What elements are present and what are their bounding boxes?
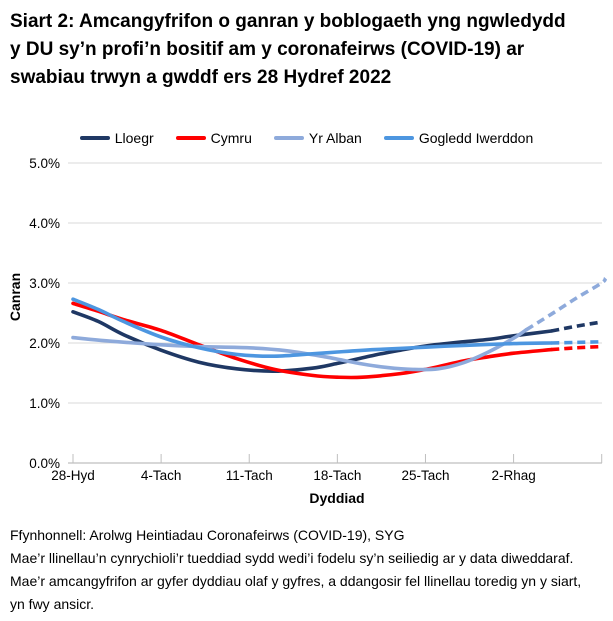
x-tick-label: 2-Rhag — [491, 468, 535, 483]
legend-line-swatch-yr-alban — [273, 136, 304, 140]
legend-label-lloegr: Lloegr — [114, 130, 154, 146]
legend-label-gogledd-iwerddon: Gogledd Iwerddon — [418, 130, 534, 146]
y-tick-label: 2.0% — [29, 336, 60, 351]
y-tick-label: 1.0% — [29, 396, 60, 411]
series-line-dashed-yr-alban — [525, 277, 608, 332]
plot-area: 0.0% 1.0% 2.0% 3.0% 4.0% 5.0% 28-Hyd 4-Tach 11-T… — [0, 152, 613, 521]
x-tick-label: 18-Tach — [313, 468, 361, 483]
series-line-solid-lloegr — [71, 310, 554, 374]
page-title: Siart 2: Amcangyfrifon o ganran y boblog… — [10, 11, 566, 88]
chart-footer: Ffynhonnell: Arolwg Heintiadau Coronafei… — [10, 524, 590, 616]
y-tick-label: 5.0% — [29, 156, 60, 171]
series-line-solid-yr-alban — [71, 328, 528, 372]
series-line-dashed-cymru — [551, 344, 602, 352]
x-tick-label: 28-Hyd — [51, 468, 95, 483]
legend-line-swatch-gogledd-iwerddon — [383, 136, 414, 140]
x-tick-label: 11-Tach — [226, 468, 273, 483]
y-tick-label: 3.0% — [29, 276, 60, 291]
x-axis-title: Dyddiad — [309, 490, 364, 506]
legend-label-yr-alban: Yr Alban — [308, 130, 362, 146]
legend-item-lloegr: Lloegr — [79, 130, 154, 146]
y-tick-label: 0.0% — [29, 456, 60, 471]
y-axis-title: Canran — [7, 273, 23, 321]
x-tick-label: 4-Tach — [141, 468, 182, 483]
legend-item-gogledd-iwerddon: Gogledd Iwerddon — [383, 130, 534, 146]
footnote: Mae’r llinellau’n cynrychioli’r tueddiad… — [10, 550, 582, 612]
legend-label-cymru: Cymru — [210, 130, 252, 146]
legend-item-yr-alban: Yr Alban — [273, 130, 362, 146]
x-tick-label: 25-Tach — [401, 468, 449, 483]
y-tick-label: 4.0% — [29, 216, 60, 231]
legend-item-cymru: Cymru — [175, 130, 252, 146]
series-line-dashed-gogledd-iwerddon — [551, 340, 602, 345]
legend-line-swatch-cymru — [175, 136, 206, 140]
legend-line-swatch-lloegr — [79, 136, 110, 140]
chart-legend: Lloegr Cymru Yr Alban Gogledd Iwerddon — [0, 130, 613, 146]
series-line-dashed-lloegr — [550, 320, 602, 333]
series-line-solid-gogledd-iwerddon — [71, 297, 554, 359]
source-line: Ffynhonnell: Arolwg Heintiadau Coronafei… — [10, 527, 405, 543]
line-chart-svg: 0.0% 1.0% 2.0% 3.0% 4.0% 5.0% 28-Hyd 4-Tach 11-T… — [7, 156, 608, 506]
